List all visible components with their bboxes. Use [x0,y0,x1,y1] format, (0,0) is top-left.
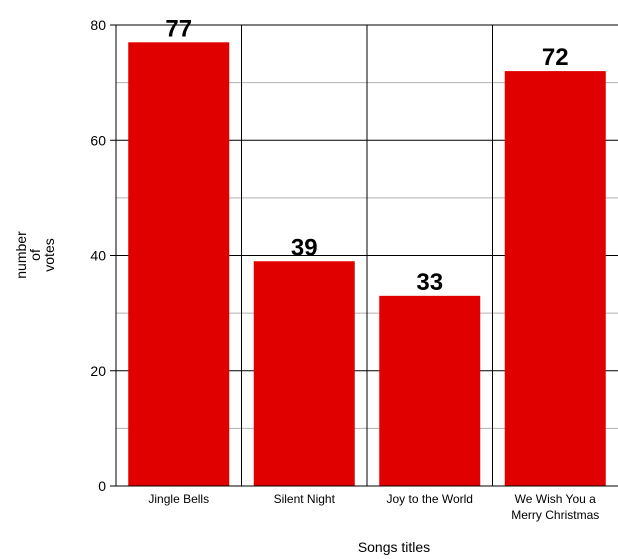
bar-value-label: 77 [165,15,192,42]
y-axis-title: numberofvotes [13,231,57,279]
bar [504,71,606,486]
bar [379,295,481,486]
y-tick-label: 40 [90,248,106,264]
bar [128,42,230,486]
bar-value-label: 33 [416,269,443,296]
bar-value-label: 39 [291,234,318,261]
bars-layer [128,42,606,486]
labels-layer: 77 39 33 72 0 20 40 60 80 Jingle Bells Silent Nigh… [90,15,599,522]
x-tick-label: We Wish You a Merry Christmas [511,492,599,522]
y-tick-label: 80 [90,17,106,33]
y-tick-label: 20 [90,363,106,379]
x-tick-label: Silent Night [274,492,336,506]
y-tick-label: 60 [90,132,106,148]
bar-value-label: 72 [542,44,569,71]
x-tick-label: Jingle Bells [148,492,209,506]
x-tick-label: Joy to the World [387,492,473,506]
y-axis-title-text: numberofvotes [13,231,57,279]
y-tick-label: 0 [98,478,106,494]
x-axis-title: Songs titles [358,539,430,555]
axis-layer [110,24,618,487]
bar [253,261,355,486]
